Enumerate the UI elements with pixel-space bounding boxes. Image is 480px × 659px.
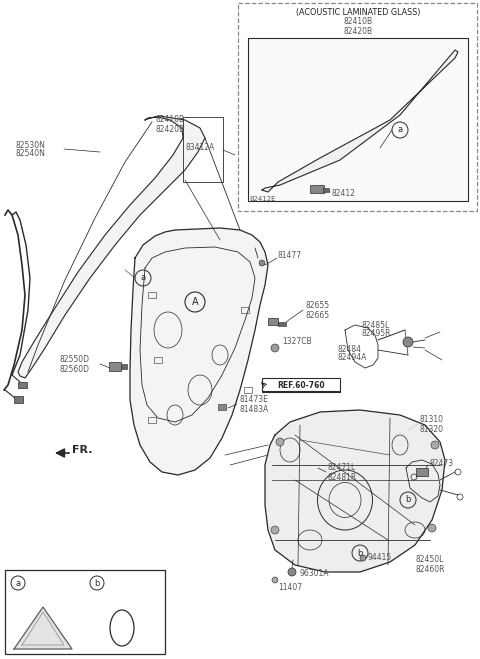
Text: 82481R: 82481R — [328, 473, 357, 482]
Bar — [14, 396, 23, 403]
Circle shape — [259, 260, 265, 266]
Circle shape — [360, 555, 366, 561]
Circle shape — [428, 524, 436, 532]
Text: A: A — [192, 297, 198, 307]
Bar — [244, 387, 252, 393]
Text: 81320: 81320 — [420, 424, 444, 434]
Text: 82410B: 82410B — [155, 115, 184, 125]
Bar — [5, 570, 165, 654]
Text: 96111A: 96111A — [28, 579, 60, 588]
Text: 81477: 81477 — [278, 250, 302, 260]
Text: 82665: 82665 — [305, 310, 329, 320]
Text: 82540N: 82540N — [15, 150, 45, 159]
Text: 82485L: 82485L — [362, 320, 390, 330]
Text: 82495R: 82495R — [362, 330, 392, 339]
Text: b: b — [94, 579, 100, 588]
Text: 83412A: 83412A — [185, 144, 214, 152]
Text: 82420B: 82420B — [343, 26, 372, 36]
Bar — [278, 322, 286, 326]
Text: 1731JE: 1731JE — [107, 579, 136, 588]
Circle shape — [403, 337, 413, 347]
Text: 96301A: 96301A — [300, 569, 329, 577]
Text: 82560D: 82560D — [60, 364, 90, 374]
Circle shape — [271, 344, 279, 352]
Text: WARNING: WARNING — [31, 637, 55, 641]
Text: 94415: 94415 — [368, 554, 392, 563]
Bar — [416, 468, 428, 476]
Text: 82460R: 82460R — [415, 565, 444, 573]
Bar — [148, 292, 156, 298]
Text: b: b — [357, 548, 363, 558]
Bar — [323, 188, 329, 192]
Text: 82484: 82484 — [338, 345, 362, 353]
Polygon shape — [14, 607, 72, 649]
Text: 82410B: 82410B — [343, 18, 372, 26]
Text: 11407: 11407 — [278, 583, 302, 592]
Circle shape — [288, 568, 296, 576]
Text: 81310: 81310 — [420, 416, 444, 424]
Bar — [238, 3, 477, 211]
Text: 82471L: 82471L — [328, 463, 356, 473]
Text: 82450L: 82450L — [415, 556, 444, 565]
Text: 82494A: 82494A — [338, 353, 367, 362]
Polygon shape — [265, 410, 445, 572]
Text: 82550D: 82550D — [60, 355, 90, 364]
Circle shape — [276, 438, 284, 446]
Text: a: a — [397, 125, 403, 134]
Bar — [183, 117, 223, 182]
Text: 82473: 82473 — [430, 459, 454, 467]
Text: FR.: FR. — [72, 445, 93, 455]
Bar — [218, 404, 226, 410]
Text: a: a — [141, 273, 145, 283]
Bar — [268, 318, 278, 325]
Bar — [109, 362, 121, 371]
Bar — [154, 357, 162, 363]
Text: b: b — [405, 496, 411, 505]
Text: 81483A: 81483A — [240, 405, 269, 413]
Text: a: a — [15, 579, 21, 588]
Circle shape — [272, 577, 278, 583]
Text: REF.60-760: REF.60-760 — [277, 382, 325, 391]
Polygon shape — [130, 228, 268, 475]
Circle shape — [271, 526, 279, 534]
Bar — [121, 364, 127, 369]
Text: 82412: 82412 — [332, 188, 356, 198]
Polygon shape — [262, 50, 458, 192]
Bar — [248, 38, 468, 201]
Bar — [310, 185, 324, 193]
Text: 1327CB: 1327CB — [282, 337, 312, 347]
Text: 82530N: 82530N — [15, 140, 45, 150]
Text: 82655: 82655 — [305, 302, 329, 310]
Circle shape — [431, 441, 439, 449]
Polygon shape — [18, 116, 205, 378]
Text: SECURITY: SECURITY — [31, 631, 55, 635]
Bar — [18, 382, 27, 388]
Bar — [241, 307, 249, 313]
Text: (ACOUSTIC LAMINATED GLASS): (ACOUSTIC LAMINATED GLASS) — [296, 7, 420, 16]
Text: 82420B: 82420B — [155, 125, 184, 134]
Text: 81473E: 81473E — [240, 395, 269, 405]
Text: 82412E: 82412E — [249, 196, 276, 202]
Bar — [262, 378, 340, 392]
Bar — [148, 417, 156, 423]
